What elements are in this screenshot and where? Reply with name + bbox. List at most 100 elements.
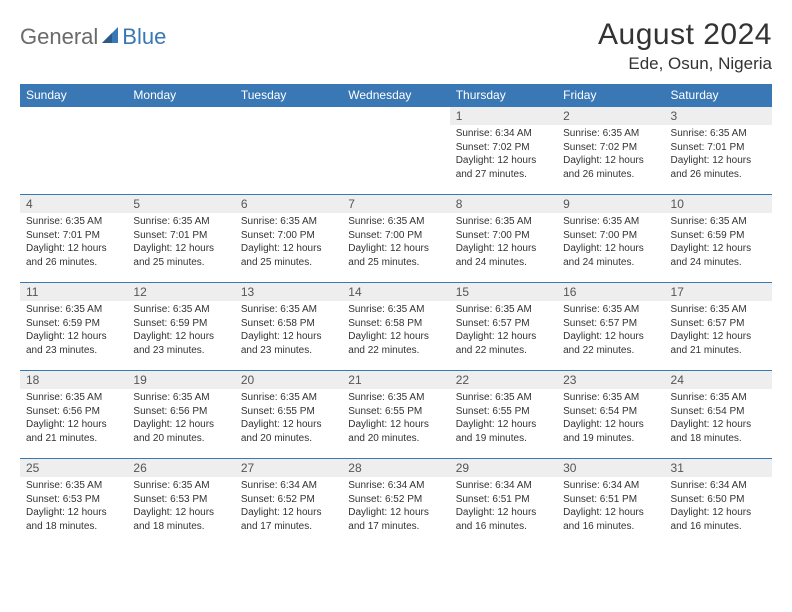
calendar-day-cell (342, 107, 449, 195)
daylight-text: Daylight: 12 hours and 25 minutes. (241, 242, 336, 269)
sunset-text: Sunset: 7:00 PM (563, 229, 658, 243)
day-details: Sunrise: 6:35 AMSunset: 7:00 PMDaylight:… (450, 213, 557, 273)
daylight-text: Daylight: 12 hours and 24 minutes. (671, 242, 766, 269)
day-number: 8 (450, 195, 557, 213)
sunrise-text: Sunrise: 6:34 AM (348, 479, 443, 493)
day-details: Sunrise: 6:35 AMSunset: 6:56 PMDaylight:… (20, 389, 127, 449)
sunrise-text: Sunrise: 6:35 AM (26, 303, 121, 317)
sunrise-text: Sunrise: 6:34 AM (456, 127, 551, 141)
sunset-text: Sunset: 6:55 PM (348, 405, 443, 419)
sunset-text: Sunset: 6:54 PM (563, 405, 658, 419)
calendar-day-cell (127, 107, 234, 195)
logo-text-blue: Blue (122, 24, 166, 50)
day-details: Sunrise: 6:35 AMSunset: 6:59 PMDaylight:… (665, 213, 772, 273)
day-number: 7 (342, 195, 449, 213)
sunset-text: Sunset: 7:00 PM (241, 229, 336, 243)
daylight-text: Daylight: 12 hours and 24 minutes. (563, 242, 658, 269)
day-details: Sunrise: 6:35 AMSunset: 6:54 PMDaylight:… (557, 389, 664, 449)
sunrise-text: Sunrise: 6:35 AM (26, 391, 121, 405)
sunset-text: Sunset: 6:56 PM (26, 405, 121, 419)
day-details: Sunrise: 6:35 AMSunset: 7:02 PMDaylight:… (557, 125, 664, 185)
sunset-text: Sunset: 7:00 PM (456, 229, 551, 243)
sunset-text: Sunset: 6:53 PM (133, 493, 228, 507)
day-details: Sunrise: 6:35 AMSunset: 6:59 PMDaylight:… (127, 301, 234, 361)
day-details: Sunrise: 6:35 AMSunset: 6:55 PMDaylight:… (235, 389, 342, 449)
calendar-day-cell: 19Sunrise: 6:35 AMSunset: 6:56 PMDayligh… (127, 371, 234, 459)
calendar-day-cell: 8Sunrise: 6:35 AMSunset: 7:00 PMDaylight… (450, 195, 557, 283)
day-number: 16 (557, 283, 664, 301)
sunrise-text: Sunrise: 6:35 AM (563, 127, 658, 141)
calendar-day-cell: 25Sunrise: 6:35 AMSunset: 6:53 PMDayligh… (20, 459, 127, 547)
sunset-text: Sunset: 6:57 PM (456, 317, 551, 331)
day-details: Sunrise: 6:34 AMSunset: 6:51 PMDaylight:… (557, 477, 664, 537)
calendar-day-cell: 16Sunrise: 6:35 AMSunset: 6:57 PMDayligh… (557, 283, 664, 371)
day-number: 23 (557, 371, 664, 389)
sunrise-text: Sunrise: 6:35 AM (563, 303, 658, 317)
day-number (20, 107, 127, 111)
calendar-day-cell: 5Sunrise: 6:35 AMSunset: 7:01 PMDaylight… (127, 195, 234, 283)
sunset-text: Sunset: 6:50 PM (671, 493, 766, 507)
sunset-text: Sunset: 6:52 PM (348, 493, 443, 507)
sunrise-text: Sunrise: 6:35 AM (133, 391, 228, 405)
sunrise-text: Sunrise: 6:35 AM (456, 391, 551, 405)
sunrise-text: Sunrise: 6:35 AM (241, 215, 336, 229)
sunset-text: Sunset: 6:59 PM (26, 317, 121, 331)
day-details: Sunrise: 6:35 AMSunset: 7:01 PMDaylight:… (665, 125, 772, 185)
day-number (127, 107, 234, 111)
day-number: 9 (557, 195, 664, 213)
weekday-header: Wednesday (342, 84, 449, 107)
daylight-text: Daylight: 12 hours and 21 minutes. (26, 418, 121, 445)
daylight-text: Daylight: 12 hours and 18 minutes. (133, 506, 228, 533)
day-number: 5 (127, 195, 234, 213)
calendar-day-cell: 20Sunrise: 6:35 AMSunset: 6:55 PMDayligh… (235, 371, 342, 459)
day-details: Sunrise: 6:35 AMSunset: 7:00 PMDaylight:… (342, 213, 449, 273)
calendar-day-cell (235, 107, 342, 195)
day-details: Sunrise: 6:35 AMSunset: 6:57 PMDaylight:… (450, 301, 557, 361)
daylight-text: Daylight: 12 hours and 23 minutes. (26, 330, 121, 357)
daylight-text: Daylight: 12 hours and 23 minutes. (133, 330, 228, 357)
sunrise-text: Sunrise: 6:35 AM (348, 391, 443, 405)
calendar-day-cell: 15Sunrise: 6:35 AMSunset: 6:57 PMDayligh… (450, 283, 557, 371)
day-number: 17 (665, 283, 772, 301)
sunset-text: Sunset: 6:59 PM (671, 229, 766, 243)
sunset-text: Sunset: 7:01 PM (26, 229, 121, 243)
calendar-table: Sunday Monday Tuesday Wednesday Thursday… (20, 84, 772, 547)
calendar-day-cell: 24Sunrise: 6:35 AMSunset: 6:54 PMDayligh… (665, 371, 772, 459)
logo-sail-icon (100, 25, 120, 50)
day-details: Sunrise: 6:34 AMSunset: 6:52 PMDaylight:… (342, 477, 449, 537)
calendar-week-row: 18Sunrise: 6:35 AMSunset: 6:56 PMDayligh… (20, 371, 772, 459)
day-number: 29 (450, 459, 557, 477)
day-details: Sunrise: 6:35 AMSunset: 7:01 PMDaylight:… (20, 213, 127, 273)
calendar-day-cell: 28Sunrise: 6:34 AMSunset: 6:52 PMDayligh… (342, 459, 449, 547)
title-block: August 2024 Ede, Osun, Nigeria (598, 18, 772, 74)
day-details: Sunrise: 6:35 AMSunset: 6:53 PMDaylight:… (20, 477, 127, 537)
day-details: Sunrise: 6:34 AMSunset: 6:51 PMDaylight:… (450, 477, 557, 537)
calendar-day-cell: 4Sunrise: 6:35 AMSunset: 7:01 PMDaylight… (20, 195, 127, 283)
sunrise-text: Sunrise: 6:35 AM (563, 215, 658, 229)
day-details: Sunrise: 6:35 AMSunset: 6:59 PMDaylight:… (20, 301, 127, 361)
daylight-text: Daylight: 12 hours and 22 minutes. (456, 330, 551, 357)
sunset-text: Sunset: 6:53 PM (26, 493, 121, 507)
day-number: 10 (665, 195, 772, 213)
sunset-text: Sunset: 6:58 PM (348, 317, 443, 331)
calendar-day-cell: 12Sunrise: 6:35 AMSunset: 6:59 PMDayligh… (127, 283, 234, 371)
daylight-text: Daylight: 12 hours and 20 minutes. (348, 418, 443, 445)
day-number (235, 107, 342, 111)
day-number: 22 (450, 371, 557, 389)
weekday-header: Thursday (450, 84, 557, 107)
weekday-header: Tuesday (235, 84, 342, 107)
daylight-text: Daylight: 12 hours and 26 minutes. (563, 154, 658, 181)
sunset-text: Sunset: 6:56 PM (133, 405, 228, 419)
day-number: 15 (450, 283, 557, 301)
day-details: Sunrise: 6:35 AMSunset: 7:00 PMDaylight:… (235, 213, 342, 273)
daylight-text: Daylight: 12 hours and 22 minutes. (348, 330, 443, 357)
daylight-text: Daylight: 12 hours and 18 minutes. (671, 418, 766, 445)
sunset-text: Sunset: 6:51 PM (456, 493, 551, 507)
day-number: 21 (342, 371, 449, 389)
sunrise-text: Sunrise: 6:35 AM (241, 391, 336, 405)
weekday-header: Sunday (20, 84, 127, 107)
sunset-text: Sunset: 6:55 PM (241, 405, 336, 419)
calendar-day-cell: 11Sunrise: 6:35 AMSunset: 6:59 PMDayligh… (20, 283, 127, 371)
daylight-text: Daylight: 12 hours and 17 minutes. (348, 506, 443, 533)
daylight-text: Daylight: 12 hours and 17 minutes. (241, 506, 336, 533)
